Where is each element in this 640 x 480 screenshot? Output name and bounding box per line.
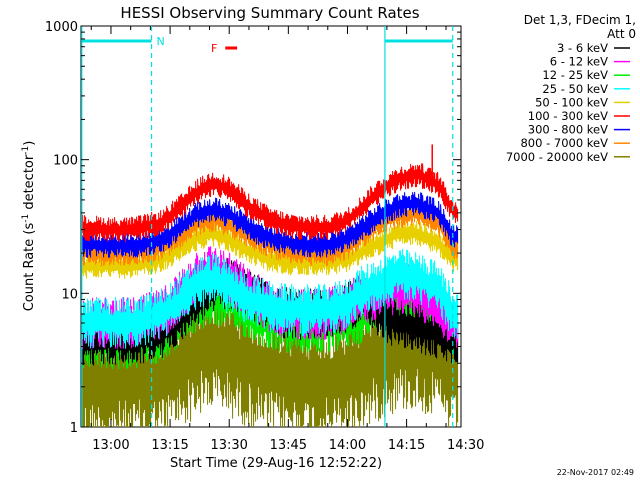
legend-label-6: 100 - 300 keV xyxy=(528,109,608,123)
x-axis-label: Start Time (29-Aug-16 12:52:22) xyxy=(170,456,382,471)
night-label: N xyxy=(157,35,165,48)
chart-title: HESSI Observing Summary Count Rates xyxy=(120,4,419,22)
y-tick-label: 100 xyxy=(53,154,78,169)
y-tick-label: 1000 xyxy=(45,20,78,35)
series-layer xyxy=(82,144,459,428)
legend-label-8: 800 - 7000 keV xyxy=(520,136,608,150)
legend-label-4: 25 - 50 keV xyxy=(542,82,608,96)
x-tick-label: 14:00 xyxy=(329,438,366,453)
series-line-4 xyxy=(82,248,459,349)
x-tick-label: 14:30 xyxy=(447,438,484,453)
legend-header-line-1: Det 1,3, FDecim 1, xyxy=(524,13,636,27)
plot-frame xyxy=(80,25,462,428)
y-tick-label: 10 xyxy=(61,287,78,302)
legend-label-7: 300 - 800 keV xyxy=(528,123,608,137)
series-line-5 xyxy=(82,220,459,279)
series-line-7 xyxy=(82,191,459,258)
x-tick-label: 13:45 xyxy=(270,438,307,453)
y-axis: 1 10 100 1000 xyxy=(45,20,461,436)
legend-label-9: 7000 - 20000 keV xyxy=(506,150,608,164)
x-axis: 13:00 13:15 13:30 13:45 14:00 14:15 14:30 xyxy=(90,26,484,453)
x-tick-label: 14:15 xyxy=(388,438,425,453)
legend-label-3: 12 - 25 keV xyxy=(542,68,608,82)
x-tick-label: 13:30 xyxy=(210,438,247,453)
y-axis-label: Count Rate (s-1 detector-1) xyxy=(21,141,37,312)
flare-label: F xyxy=(211,42,217,55)
legend-label-5: 50 - 100 keV xyxy=(535,95,608,109)
series-line-6 xyxy=(82,163,459,243)
legend-label-2: 6 - 12 keV xyxy=(550,55,608,69)
legend-label-1: 3 - 6 keV xyxy=(557,41,608,55)
x-tick-label: 13:15 xyxy=(151,438,188,453)
timestamp: 22-Nov-2017 02:49 xyxy=(556,468,634,477)
segments-layer: NF xyxy=(81,26,454,427)
x-tick-label: 13:00 xyxy=(92,438,129,453)
legend-header-line-2: Att 0 xyxy=(607,27,636,41)
y-tick-label: 1 xyxy=(70,421,78,436)
